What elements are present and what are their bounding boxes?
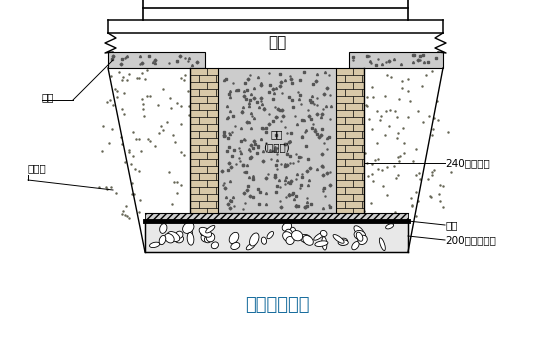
Bar — [108, 52, 205, 68]
Ellipse shape — [204, 236, 211, 243]
Ellipse shape — [201, 229, 207, 236]
Text: 油毡: 油毡 — [445, 220, 458, 230]
Ellipse shape — [199, 227, 212, 237]
Ellipse shape — [165, 234, 174, 243]
Ellipse shape — [291, 231, 302, 241]
Text: 底板: 底板 — [268, 35, 286, 50]
Ellipse shape — [167, 232, 180, 241]
Ellipse shape — [231, 242, 240, 249]
Ellipse shape — [183, 222, 194, 234]
Ellipse shape — [358, 235, 367, 244]
Ellipse shape — [201, 233, 209, 242]
Text: 垫层: 垫层 — [42, 92, 54, 102]
Text: 地梁
(承台梁): 地梁 (承台梁) — [264, 129, 290, 152]
Ellipse shape — [300, 235, 311, 243]
Ellipse shape — [356, 232, 363, 241]
Ellipse shape — [283, 232, 293, 242]
Ellipse shape — [290, 227, 296, 237]
Ellipse shape — [386, 224, 394, 229]
Polygon shape — [145, 213, 408, 220]
Ellipse shape — [282, 222, 291, 231]
Ellipse shape — [352, 242, 359, 250]
Ellipse shape — [354, 231, 366, 240]
Bar — [145, 221, 408, 252]
Text: 砖胎模示意图: 砖胎模示意图 — [245, 296, 309, 314]
Ellipse shape — [320, 231, 327, 237]
Ellipse shape — [246, 243, 255, 250]
Ellipse shape — [206, 233, 215, 242]
Ellipse shape — [176, 231, 183, 238]
Ellipse shape — [211, 242, 218, 249]
Ellipse shape — [160, 224, 167, 233]
Bar — [336, 68, 364, 213]
Ellipse shape — [338, 240, 348, 245]
Bar — [108, 20, 443, 52]
Ellipse shape — [315, 241, 328, 246]
Ellipse shape — [187, 233, 194, 245]
Ellipse shape — [303, 236, 314, 245]
Bar — [349, 52, 443, 68]
Ellipse shape — [354, 226, 365, 237]
Ellipse shape — [184, 227, 192, 234]
Bar — [218, 68, 336, 213]
Ellipse shape — [314, 232, 325, 240]
Ellipse shape — [333, 235, 344, 243]
Ellipse shape — [159, 236, 166, 245]
Ellipse shape — [261, 237, 266, 244]
Text: 填黄砂: 填黄砂 — [28, 163, 47, 173]
Ellipse shape — [379, 238, 386, 250]
Polygon shape — [364, 68, 456, 220]
Ellipse shape — [322, 237, 327, 250]
Text: 200厚碎石盲沟: 200厚碎石盲沟 — [445, 235, 496, 245]
Polygon shape — [95, 68, 190, 220]
Ellipse shape — [285, 229, 293, 239]
Ellipse shape — [206, 225, 215, 233]
Ellipse shape — [286, 237, 294, 244]
Ellipse shape — [267, 232, 274, 239]
Ellipse shape — [229, 232, 239, 244]
Ellipse shape — [150, 242, 160, 247]
Text: 240厚砖胎模: 240厚砖胎模 — [445, 158, 490, 168]
Ellipse shape — [175, 235, 183, 243]
Ellipse shape — [249, 233, 259, 246]
Ellipse shape — [338, 238, 347, 245]
Bar — [190, 68, 218, 213]
